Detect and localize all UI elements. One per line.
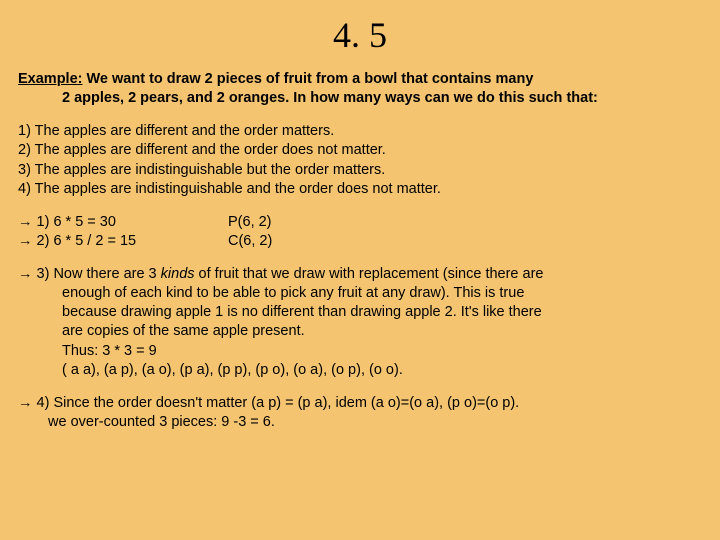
answer-1-row: → 1) 6 * 5 = 30 P(6, 2) [18,213,702,232]
a3-l2: enough of each kind to be able to pick a… [62,285,524,301]
a1-left: 1) 6 * 5 = 30 [33,214,116,230]
a3-rest1: of fruit that we draw with replacement (… [195,266,544,282]
a3-kinds: kinds [161,266,195,282]
q4: 4) The apples are indistinguishable and … [18,181,441,197]
a3-lead: 3) Now there are 3 [33,266,161,282]
a3-l4: are copies of the same apple present. [62,323,305,339]
arrow-icon: → [18,214,33,230]
answer-4: → 4) Since the order doesn't matter (a p… [18,394,702,432]
answer-3: → 3) Now there are 3 kinds of fruit that… [18,265,702,380]
example-block: Example: We want to draw 2 pieces of fru… [18,70,702,108]
arrow-icon: → [18,233,33,249]
q2: 2) The apples are different and the orde… [18,142,386,158]
example-label: Example: [18,71,82,87]
a3-l3: because drawing apple 1 is no different … [62,304,542,320]
a2-left: 2) 6 * 5 / 2 = 15 [33,233,137,249]
answers-1-2: → 1) 6 * 5 = 30 P(6, 2) → 2) 6 * 5 / 2 =… [18,213,702,251]
example-line1: We want to draw 2 pieces of fruit from a… [82,71,533,87]
page-title: 4. 5 [18,14,702,56]
q3: 3) The apples are indistinguishable but … [18,162,385,178]
a3-l5: Thus: 3 * 3 = 9 [62,343,157,359]
example-line2: 2 apples, 2 pears, and 2 oranges. In how… [18,89,598,108]
body-text: Example: We want to draw 2 pieces of fru… [18,70,702,432]
answer-2-row: → 2) 6 * 5 / 2 = 15 C(6, 2) [18,232,702,251]
slide: 4. 5 Example: We want to draw 2 pieces o… [0,0,720,432]
a3-body: enough of each kind to be able to pick a… [18,284,702,380]
a4-l2: we over-counted 3 pieces: 9 -3 = 6. [18,413,275,432]
a2-right: C(6, 2) [228,232,272,251]
q1: 1) The apples are different and the orde… [18,123,334,139]
arrow-icon: → [18,266,33,282]
arrow-icon: → [18,395,33,411]
a1-right: P(6, 2) [228,213,272,232]
questions: 1) The apples are different and the orde… [18,122,702,199]
a4-l1: 4) Since the order doesn't matter (a p) … [33,395,520,411]
a3-l6: ( a a), (a p), (a o), (p a), (p p), (p o… [62,362,403,378]
